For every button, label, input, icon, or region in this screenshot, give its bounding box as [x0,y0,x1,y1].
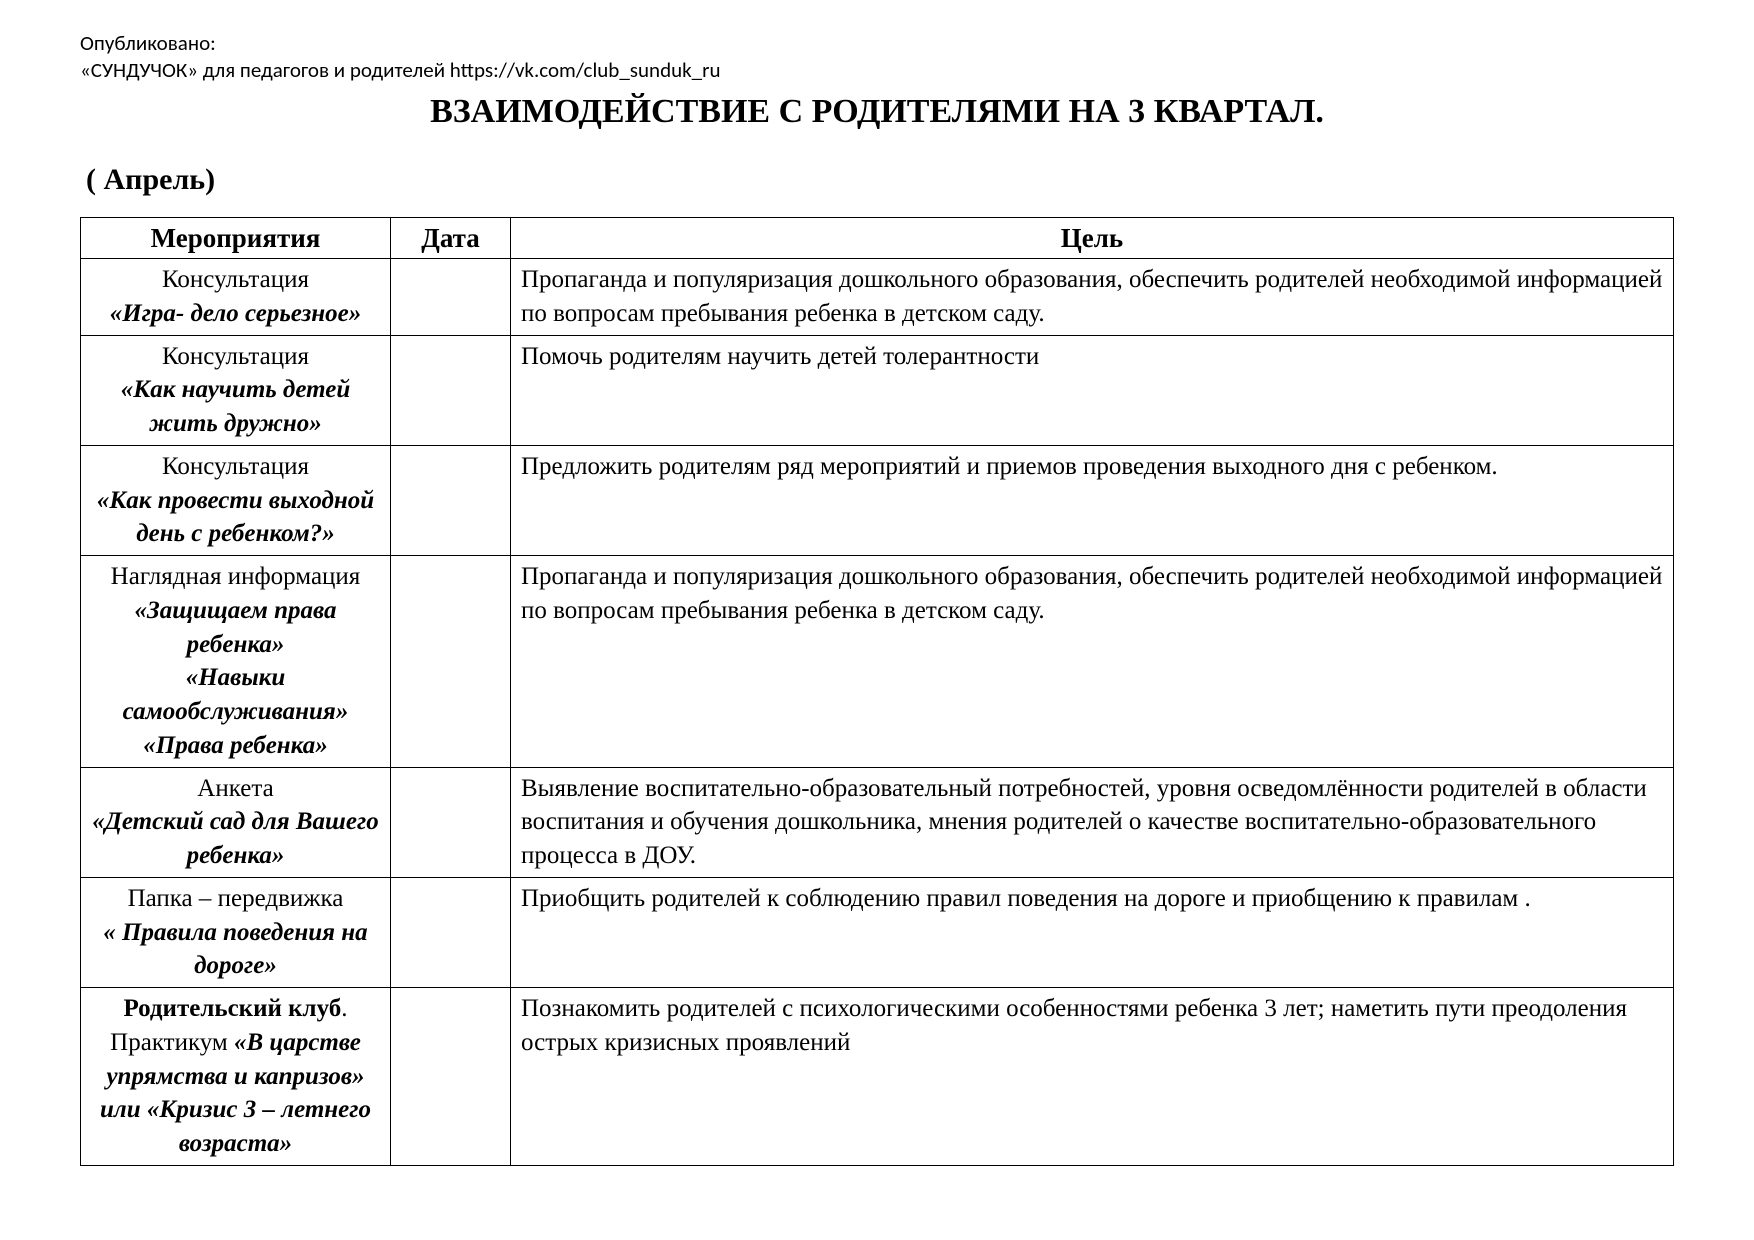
event-cell: Анкета «Детский сад для Вашего ребенка» [81,767,391,877]
col-header-event: Мероприятия [81,217,391,258]
event-cell: Родительский клуб. Практикум «В царстве … [81,988,391,1166]
event-type: Консультация [91,340,380,374]
activities-table: Мероприятия Дата Цель Консультация «Игра… [80,217,1674,1166]
event-type: Консультация [91,450,380,484]
month-label: ( Апрель) [86,163,1674,197]
date-cell [391,259,511,336]
goal-cell: Приобщить родителей к соблюдению правил … [511,877,1674,987]
event-cell: Консультация «Как научить детей жить дру… [81,335,391,445]
date-cell [391,767,511,877]
goal-cell: Познакомить родителей с психологическими… [511,988,1674,1166]
table-row: Консультация «Как научить детей жить дру… [81,335,1674,445]
event-title: «Детский сад для Вашего ребенка» [91,805,380,873]
event-type: Наглядная информация [91,560,380,594]
meta-line-2: «СУНДУЧОК» для педагогов и родителей htt… [80,57,1674,84]
page-title: ВЗАИМОДЕЙСТВИЕ С РОДИТЕЛЯМИ НА 3 КВАРТАЛ… [80,93,1674,131]
date-cell [391,877,511,987]
event-title: «Как провести выходной день с ребенком?» [91,484,380,552]
table-row: Консультация «Как провести выходной день… [81,445,1674,555]
table-row: Анкета «Детский сад для Вашего ребенка» … [81,767,1674,877]
table-row: Родительский клуб. Практикум «В царстве … [81,988,1674,1166]
goal-cell: Помочь родителям научить детей толерантн… [511,335,1674,445]
event-title: « Правила поведения на дороге» [91,916,380,984]
event-title: «Навыки самообслуживания» [91,661,380,729]
event-title: «Права ребенка» [91,729,380,763]
goal-cell: Предложить родителям ряд мероприятий и п… [511,445,1674,555]
event-type: Консультация [91,263,380,297]
date-cell [391,335,511,445]
date-cell [391,445,511,555]
event-type: Анкета [91,772,380,806]
date-cell [391,988,511,1166]
meta-line-1: Опубликовано: [80,30,1674,57]
date-cell [391,556,511,768]
col-header-date: Дата [391,217,511,258]
table-header-row: Мероприятия Дата Цель [81,217,1674,258]
table-row: Консультация «Игра- дело серьезное» Проп… [81,259,1674,336]
table-row: Наглядная информация «Защищаем права реб… [81,556,1674,768]
goal-cell: Пропаганда и популяризация дошкольного о… [511,259,1674,336]
event-title: «Игра- дело серьезное» [91,297,380,331]
event-type: Папка – передвижка [91,882,380,916]
event-type: Родительский клуб. [91,992,380,1026]
event-cell: Консультация «Игра- дело серьезное» [81,259,391,336]
table-row: Папка – передвижка « Правила поведения н… [81,877,1674,987]
event-cell: Папка – передвижка « Правила поведения н… [81,877,391,987]
event-title: «Как научить детей жить дружно» [91,373,380,441]
event-cell: Консультация «Как провести выходной день… [81,445,391,555]
col-header-goal: Цель [511,217,1674,258]
event-title: Практикум «В царстве упрямства и капризо… [91,1026,380,1161]
goal-cell: Выявление воспитательно-образовательный … [511,767,1674,877]
event-title: «Защищаем права ребенка» [91,594,380,662]
publication-meta: Опубликовано: «СУНДУЧОК» для педагогов и… [80,30,1674,85]
event-cell: Наглядная информация «Защищаем права реб… [81,556,391,768]
goal-cell: Пропаганда и популяризация дошкольного о… [511,556,1674,768]
